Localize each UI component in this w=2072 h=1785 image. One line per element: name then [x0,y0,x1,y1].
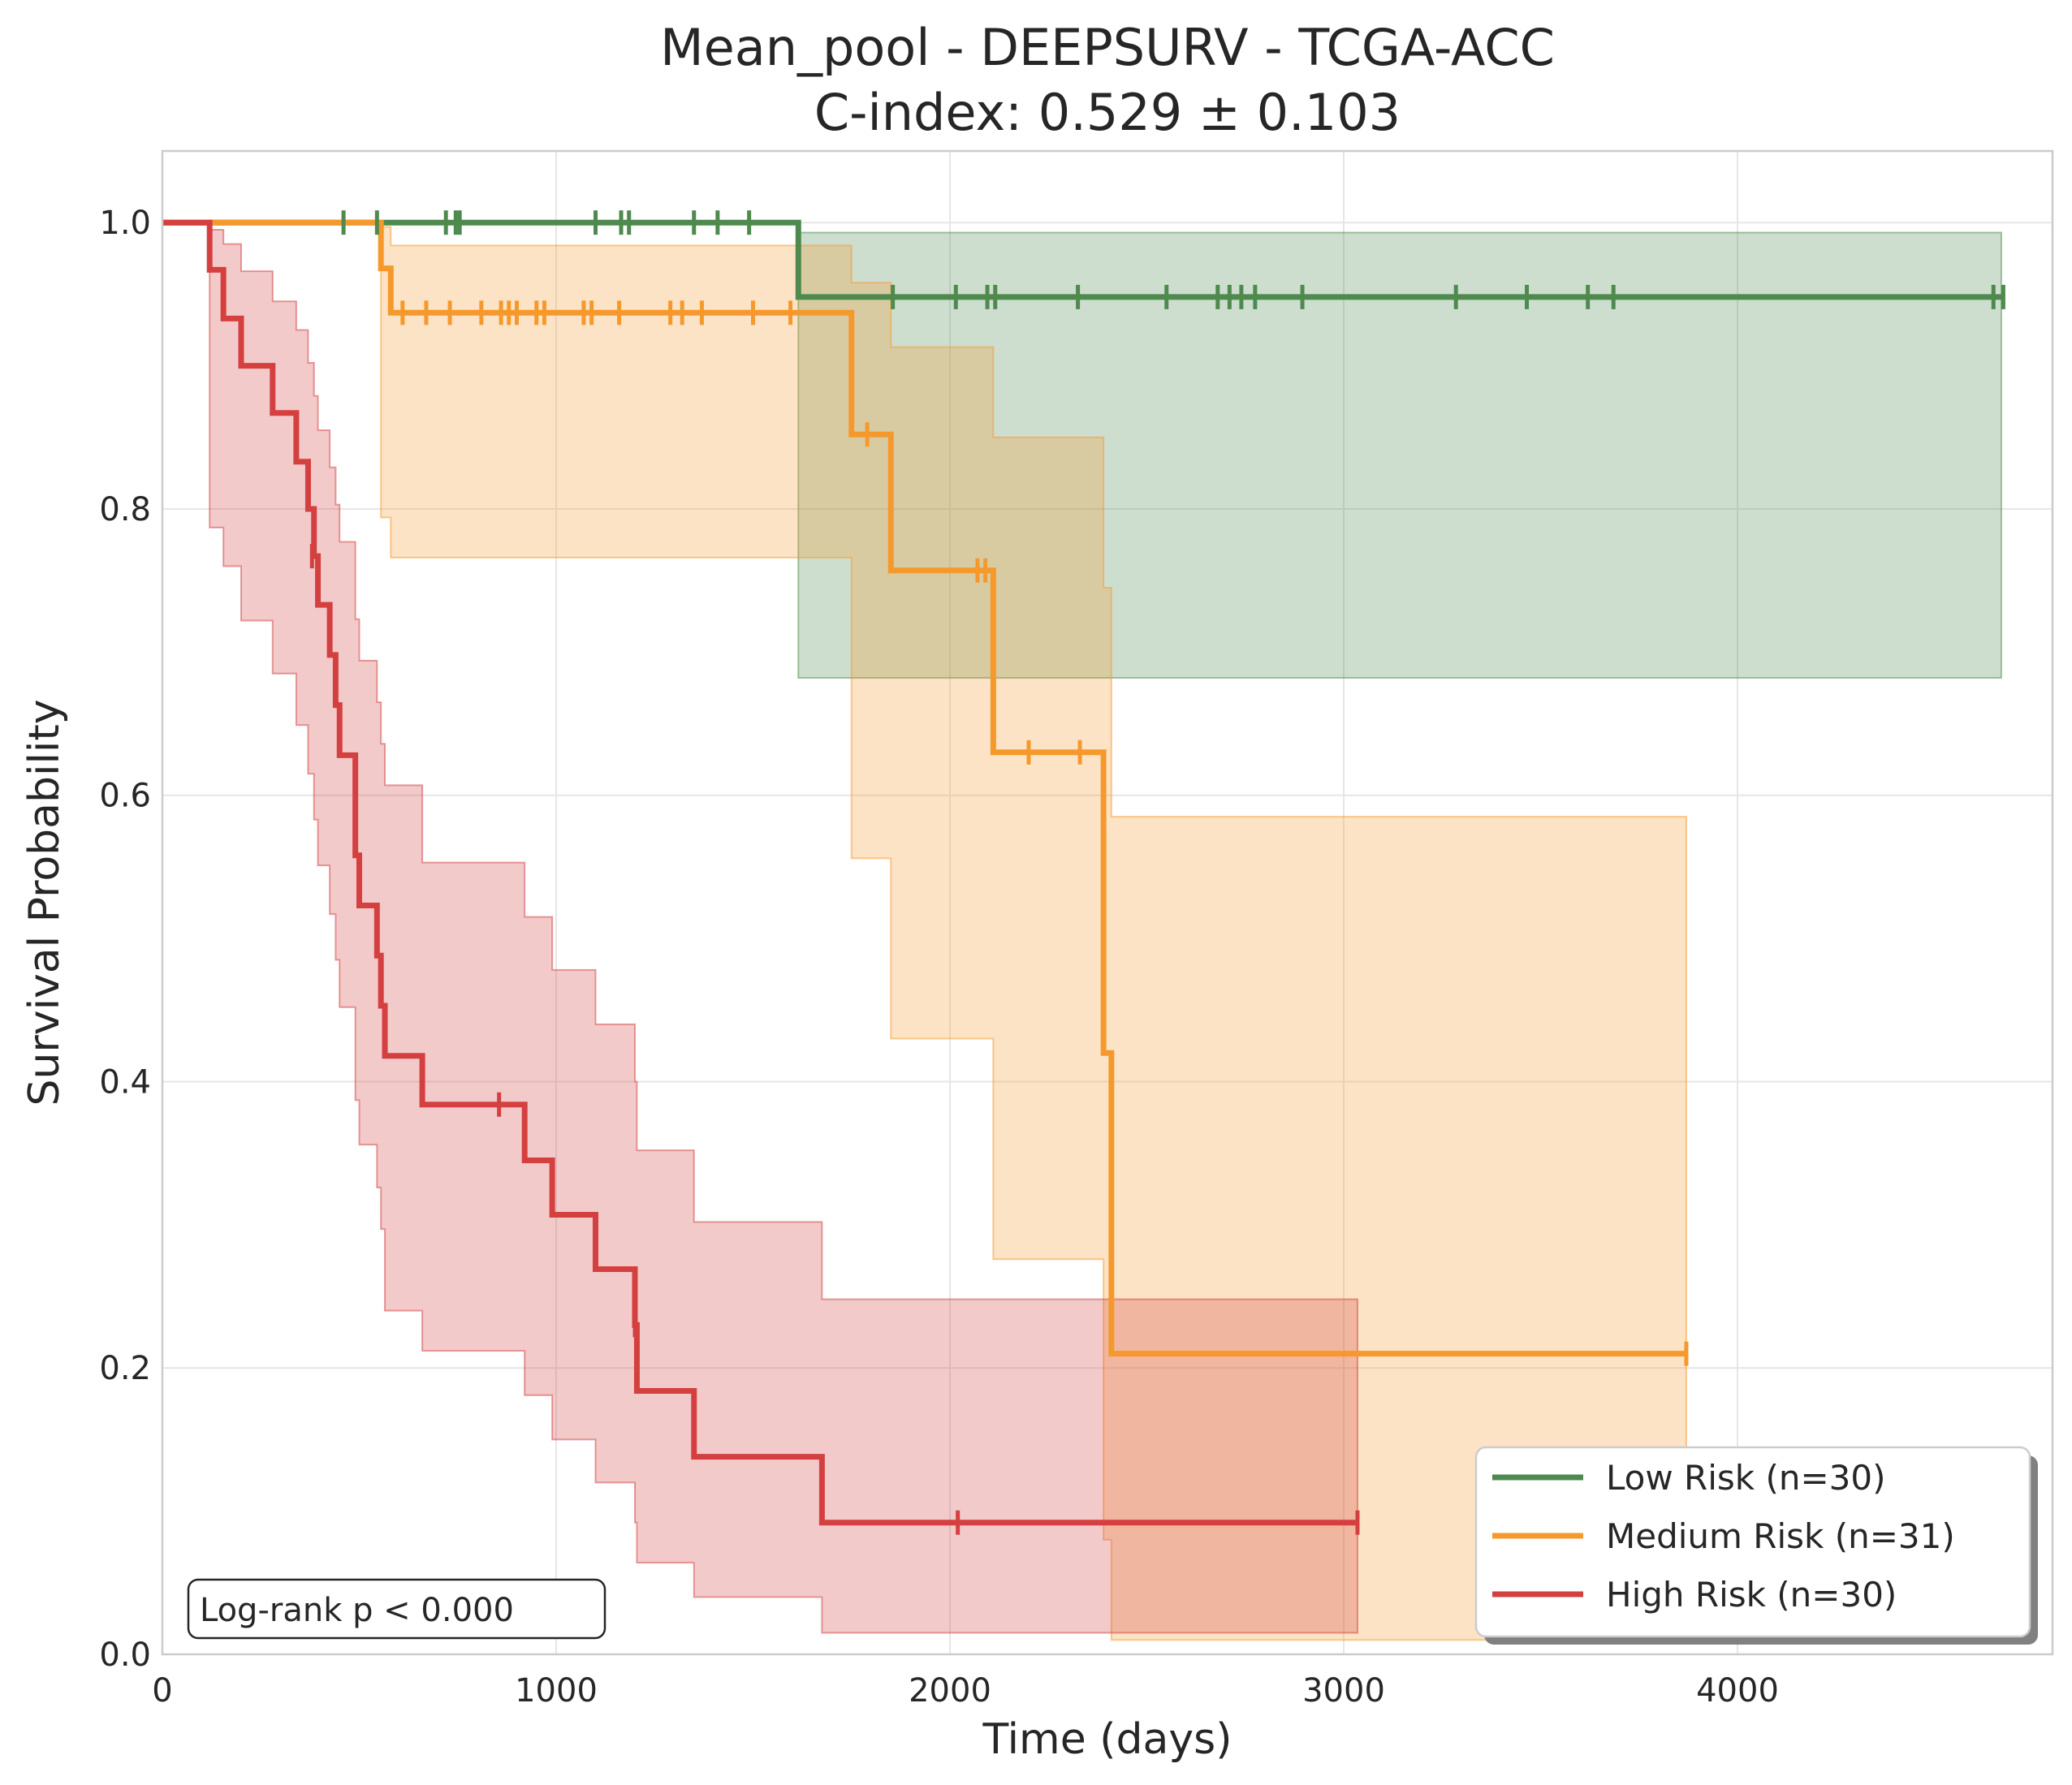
x-axis-label: Time (days) [982,1715,1232,1764]
low-risk-legend-label: Low Risk (n=30) [1606,1458,1886,1498]
y-tick-label: 0.2 [99,1350,151,1387]
chart-title: Mean_pool - DEEPSURV - TCGA-ACC [660,18,1555,77]
x-tick-label: 2000 [909,1672,991,1710]
logrank-annotation-text: Log-rank p < 0.000 [200,1592,514,1629]
medium-risk-legend-label: Medium Risk (n=31) [1606,1516,1955,1556]
y-tick-label: 0.0 [99,1636,151,1674]
y-tick-label: 0.4 [99,1063,151,1101]
low-risk-ci-band [797,231,2002,679]
y-tick-label: 1.0 [99,205,151,242]
confidence-bands [209,226,2002,1641]
survival-curves [162,219,2001,1526]
x-tick-label: 3000 [1302,1672,1385,1710]
y-axis-label: Survival Probability [20,699,69,1106]
medium-risk-survival-curve [162,219,1686,1357]
x-tick-label: 1000 [515,1672,598,1710]
x-tick-label: 0 [152,1672,172,1710]
plot-frame [161,149,2054,1656]
high-risk-ci-band [209,229,1358,1634]
low-risk-survival-curve [162,219,2001,300]
axis-ticks: 0 1000 2000 3000 4000 0.0 0.2 0.4 0.6 0.8 1.0 [99,205,1779,1710]
chart-subtitle: C-index: 0.529 ± 0.103 [814,83,1401,142]
logrank-annotation-box [187,1578,606,1640]
high-risk-legend-label: High Risk (n=30) [1606,1575,1897,1615]
y-tick-label: 0.8 [99,491,151,528]
logrank-annotation: Log-rank p < 0.000 [187,1578,606,1640]
censor-marks [309,210,2005,1535]
x-tick-label: 4000 [1696,1672,1779,1710]
y-tick-label: 0.6 [99,778,151,815]
legend: Low Risk (n=30) Medium Risk (n=31) High Ri… [1474,1446,2038,1645]
legend-box [1474,1446,2031,1638]
legend-items: Low Risk (n=30) Medium Risk (n=31) High Ri… [1492,1458,1955,1615]
high-risk-survival-curve [162,219,1358,1526]
